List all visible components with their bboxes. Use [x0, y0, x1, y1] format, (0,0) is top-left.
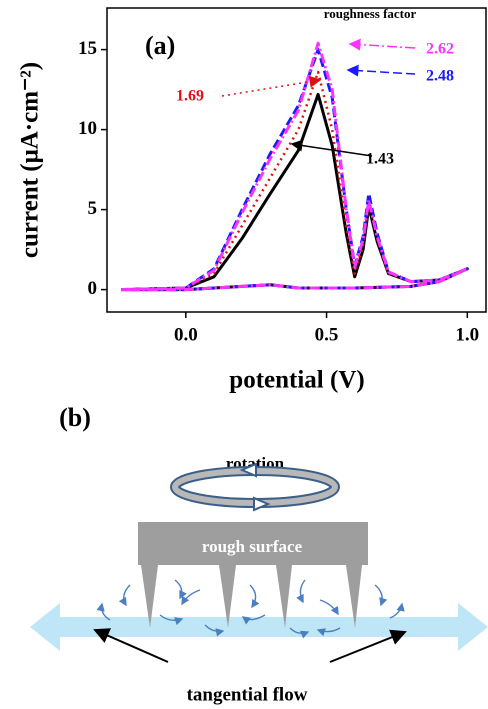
series-line	[121, 48, 469, 292]
y-tick-label: 5	[88, 198, 98, 219]
series-line	[121, 41, 469, 292]
series-label: 1.69	[176, 88, 204, 105]
pointer-arrow	[329, 629, 407, 663]
label-pointer	[290, 139, 373, 157]
surface-label: rough surface	[202, 537, 303, 556]
legend-title: roughness factor	[324, 6, 417, 21]
label-pointer	[346, 64, 416, 77]
y-tick-label: 0	[88, 278, 98, 299]
series-line	[121, 70, 469, 291]
vortex-arrows	[96, 579, 405, 639]
diagram-b: (b) rotation rough surface tangential fl…	[30, 403, 488, 705]
flow-label: tangential flow	[187, 684, 308, 705]
pointer-arrow	[93, 628, 169, 663]
x-axis-label: potential (V)	[229, 367, 364, 394]
y-tick-label: 10	[78, 118, 97, 139]
rotation-arrowheads	[239, 462, 271, 512]
flow-arrow	[30, 603, 488, 651]
rough-surface	[138, 522, 368, 628]
panel-label: (a)	[145, 31, 175, 60]
series-label: 1.43	[366, 151, 394, 168]
label-pointer	[348, 38, 416, 51]
x-tick-label: 1.0	[455, 324, 479, 345]
x-tick-label: 0.5	[315, 324, 339, 345]
series-label: 2.62	[426, 41, 454, 58]
plot-frame	[106, 7, 487, 313]
chart-a: (a) roughness factor potential (V) curre…	[17, 6, 487, 394]
series-line	[121, 92, 469, 292]
y-tick-label: 15	[78, 38, 97, 59]
panel-label: (b)	[59, 403, 91, 432]
x-tick-label: 0.0	[174, 324, 198, 345]
y-axis-label: current (μA·cm⁻²)	[17, 62, 44, 258]
label-pointer	[221, 75, 322, 97]
series-label: 2.48	[426, 68, 454, 85]
